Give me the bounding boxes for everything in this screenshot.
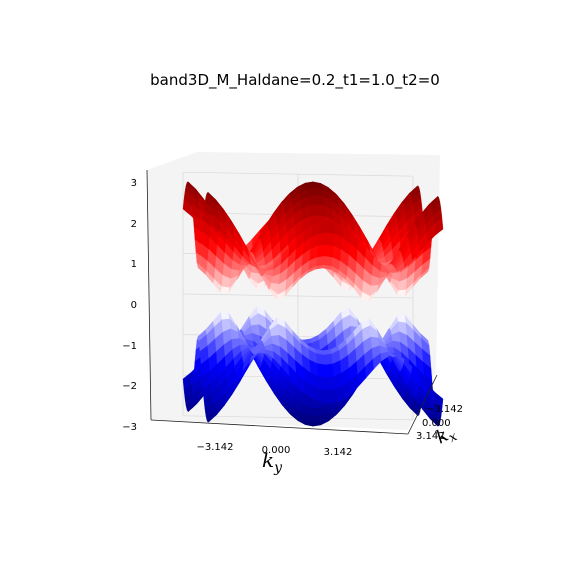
- z-axis-line: [146, 169, 152, 421]
- z-tick-label: −3: [122, 422, 137, 433]
- surface-patch: [325, 376, 335, 391]
- surface-patch: [316, 255, 326, 267]
- surface-patch: [326, 389, 336, 404]
- z-tick-label: −2: [122, 381, 137, 392]
- surface-patch: [319, 220, 329, 234]
- z-tick-label: −1: [122, 341, 137, 352]
- ky-tick-label: 3.142: [324, 447, 353, 458]
- z-tick-label: 2: [131, 219, 137, 230]
- surface-patch: [315, 194, 325, 207]
- surface-patch: [323, 255, 333, 267]
- surface-patch: [316, 353, 326, 366]
- surface-patch: [317, 363, 327, 378]
- surface-patch: [318, 232, 328, 246]
- surface-patch: [220, 312, 230, 320]
- z-tick-label: 1: [131, 259, 137, 270]
- kx-ticks: −3.142 0.000 3.142: [416, 404, 463, 442]
- surface-patch: [325, 232, 335, 246]
- kx-tick-label: 0.000: [422, 418, 451, 429]
- surface-patch: [326, 220, 336, 234]
- band-surfaces: [182, 181, 444, 427]
- z-ticks: 3 2 1 0 −1 −2 −3: [122, 178, 137, 433]
- surface-patch: [315, 406, 325, 417]
- surface-patch: [434, 217, 444, 236]
- ky-axis-label: ky: [262, 448, 283, 476]
- surface-patch: [309, 204, 319, 217]
- ky-ticks: −3.142 0.000 3.142: [196, 442, 352, 458]
- kx-tick-label: 3.142: [416, 431, 445, 442]
- surface-patch: [318, 375, 328, 391]
- ky-axis-line: [150, 419, 409, 435]
- surface-patch: [324, 244, 334, 258]
- lower-band-surface: [182, 306, 444, 427]
- surface-patch: [308, 194, 318, 206]
- surface-patch: [324, 363, 334, 378]
- z-tick-label: 0: [131, 300, 137, 311]
- ky-tick-label: −3.142: [196, 442, 233, 453]
- surface-patch: [308, 406, 318, 417]
- upper-band-surface: [182, 181, 444, 302]
- kx-tick-label: −3.142: [426, 404, 463, 415]
- surface-patch: [317, 244, 327, 258]
- surface-patch: [319, 389, 329, 404]
- surface-patch: [307, 188, 317, 197]
- kx-axis-line: [407, 374, 438, 435]
- ky-tick-label: 0.000: [262, 445, 291, 456]
- surface-patch: [316, 204, 326, 218]
- surface-patch: [323, 353, 333, 366]
- surface-patch: [434, 392, 444, 410]
- chart-title: band3D_M_Haldane=0.2_t1=1.0_t2=0: [150, 71, 440, 90]
- z-tick-label: 3: [131, 178, 137, 189]
